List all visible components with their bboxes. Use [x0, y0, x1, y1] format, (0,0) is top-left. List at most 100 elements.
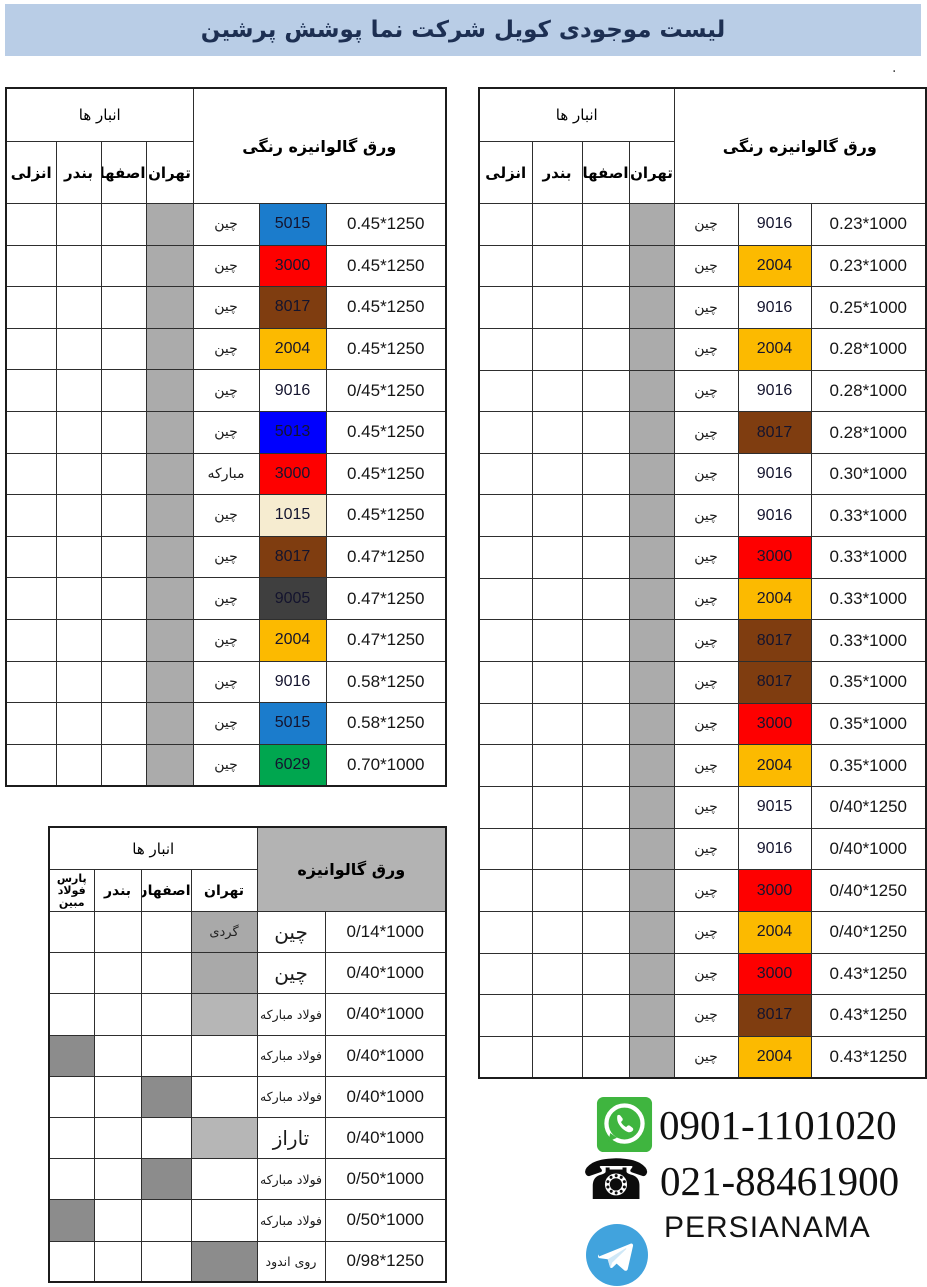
tehran-cell — [145, 410, 194, 454]
origin-cell: چین — [673, 994, 739, 1037]
inventory-row: چین 3000 0.33*1000 — [478, 536, 927, 579]
bandar-cell — [55, 410, 102, 454]
bandar-cell — [93, 1034, 142, 1077]
anzali-cell — [5, 327, 57, 371]
inventory-row: چین 3000 0.35*1000 — [478, 702, 927, 746]
tehran-cell — [628, 369, 675, 413]
tehran-cell — [145, 327, 194, 371]
origin-cell: چین — [673, 744, 739, 787]
inventory-row: فولاد مبارکه 0/40*1000 — [48, 1075, 447, 1118]
inventory-row: چین 5013 0.45*1250 — [5, 410, 447, 454]
right-table-body: چین 9016 0.23*1000 چین 2004 0.23*1000 چین 9016 0… — [478, 203, 927, 1079]
tehran-cell — [628, 1035, 675, 1079]
size-cell: 0.45*1250 — [325, 327, 447, 371]
esfahan-cell — [581, 1035, 630, 1079]
esfahan-cell — [581, 785, 630, 829]
tehran-cell — [628, 411, 675, 454]
origin-cell: چین — [673, 327, 739, 371]
inventory-row: چین 5015 0.45*1250 — [5, 203, 447, 246]
warehouses-header: انبار ها — [478, 87, 675, 142]
origin-cell: روی اندود — [256, 1240, 326, 1283]
bandar-cell — [531, 411, 583, 454]
tehran-cell — [628, 827, 675, 871]
anzali-cell — [5, 410, 57, 454]
tehran-cell — [628, 494, 675, 538]
ral-color-cell: 3000 — [737, 702, 812, 746]
size-cell: 0.28*1000 — [810, 327, 927, 371]
ral-color-cell: 9016 — [737, 203, 812, 246]
ral-color-cell: 2004 — [737, 244, 812, 288]
esfahan-cell — [140, 1075, 192, 1118]
bandar-cell — [531, 869, 583, 912]
anzali-cell — [5, 743, 57, 787]
origin-cell: چین — [673, 869, 739, 912]
ral-color-cell: 8017 — [737, 411, 812, 454]
anzali-cell — [478, 661, 533, 704]
anzali-cell — [5, 577, 57, 620]
esfahan-cell — [581, 910, 630, 954]
tehran-cell — [145, 494, 194, 537]
phone-icon: ☎ — [581, 1148, 651, 1213]
esfahan-cell — [100, 452, 147, 496]
tehran-cell — [628, 910, 675, 954]
bandar-cell — [531, 702, 583, 746]
ral-color-cell: 2004 — [737, 327, 812, 371]
ral-color-cell: 9016 — [258, 369, 327, 412]
anzali-cell — [478, 203, 533, 246]
origin-cell: چین — [192, 660, 260, 704]
inventory-row: چین 2004 0.23*1000 — [478, 244, 927, 288]
origin-cell: مبارکه — [192, 452, 260, 496]
inventory-row: چین 3000 0/40*1250 — [478, 869, 927, 912]
origin-cell: چین — [192, 203, 260, 246]
size-cell: 0.45*1250 — [325, 494, 447, 537]
size-cell: 0.45*1250 — [325, 286, 447, 329]
origin-cell: چین — [256, 952, 326, 995]
esfahan-cell — [581, 702, 630, 746]
esfahan-cell — [140, 1158, 192, 1201]
esfahan-cell — [581, 203, 630, 246]
inventory-row: چین 9015 0/40*1250 — [478, 785, 927, 829]
title-bar: لیست موجودی کویل شرکت نما پوشش پرشین — [5, 4, 921, 56]
warehouses-header: انبار ها — [5, 87, 194, 142]
inventory-row: چین 9016 0/40*1000 — [478, 827, 927, 871]
bottom-table-body: گردی چین 0/14*1000 چین 0/40*1000 فولاد مبارکه… — [48, 910, 447, 1283]
col-header-tehran: تهران — [190, 869, 258, 912]
bandar-cell — [531, 994, 583, 1037]
esfahan-cell — [140, 952, 192, 995]
ral-color-cell: 9016 — [737, 452, 812, 496]
brand-name: PERSIANAMA — [664, 1211, 871, 1244]
tehran-cell — [628, 994, 675, 1037]
origin-cell: چین — [192, 618, 260, 662]
size-cell: 0/40*1250 — [810, 785, 927, 829]
bandar-cell — [531, 244, 583, 288]
col-header-pars-foulad-mobin: پارس فولاد مبین — [48, 869, 95, 912]
inventory-row: چین 8017 0.35*1000 — [478, 661, 927, 704]
inventory-row: چین 8017 0.28*1000 — [478, 411, 927, 454]
esfahan-cell — [100, 494, 147, 537]
pars-cell — [48, 1158, 95, 1201]
anzali-cell — [478, 785, 533, 829]
size-cell: 0.45*1250 — [325, 244, 447, 288]
origin-cell: چین — [673, 203, 739, 246]
tehran-cell — [628, 536, 675, 579]
esfahan-cell — [100, 660, 147, 704]
tehran-cell: گردی — [190, 910, 258, 954]
tehran-cell — [145, 203, 194, 246]
bandar-cell — [55, 494, 102, 537]
tehran-cell — [145, 452, 194, 496]
ral-color-cell: 5015 — [258, 702, 327, 745]
bandar-cell — [531, 286, 583, 329]
size-cell: 0.33*1000 — [810, 577, 927, 621]
origin-cell: چین — [673, 494, 739, 538]
esfahan-cell — [100, 244, 147, 288]
esfahan-cell — [140, 1034, 192, 1077]
tehran-cell — [190, 1158, 258, 1201]
ral-color-cell: 8017 — [737, 994, 812, 1037]
inventory-row: چین 9016 0.28*1000 — [478, 369, 927, 413]
inventory-row: مبارکه 3000 0.45*1250 — [5, 452, 447, 496]
size-cell: 0.47*1250 — [325, 577, 447, 620]
size-cell: 0/40*1000 — [810, 827, 927, 871]
inventory-row: چین 9005 0.47*1250 — [5, 577, 447, 620]
esfahan-cell — [100, 702, 147, 745]
